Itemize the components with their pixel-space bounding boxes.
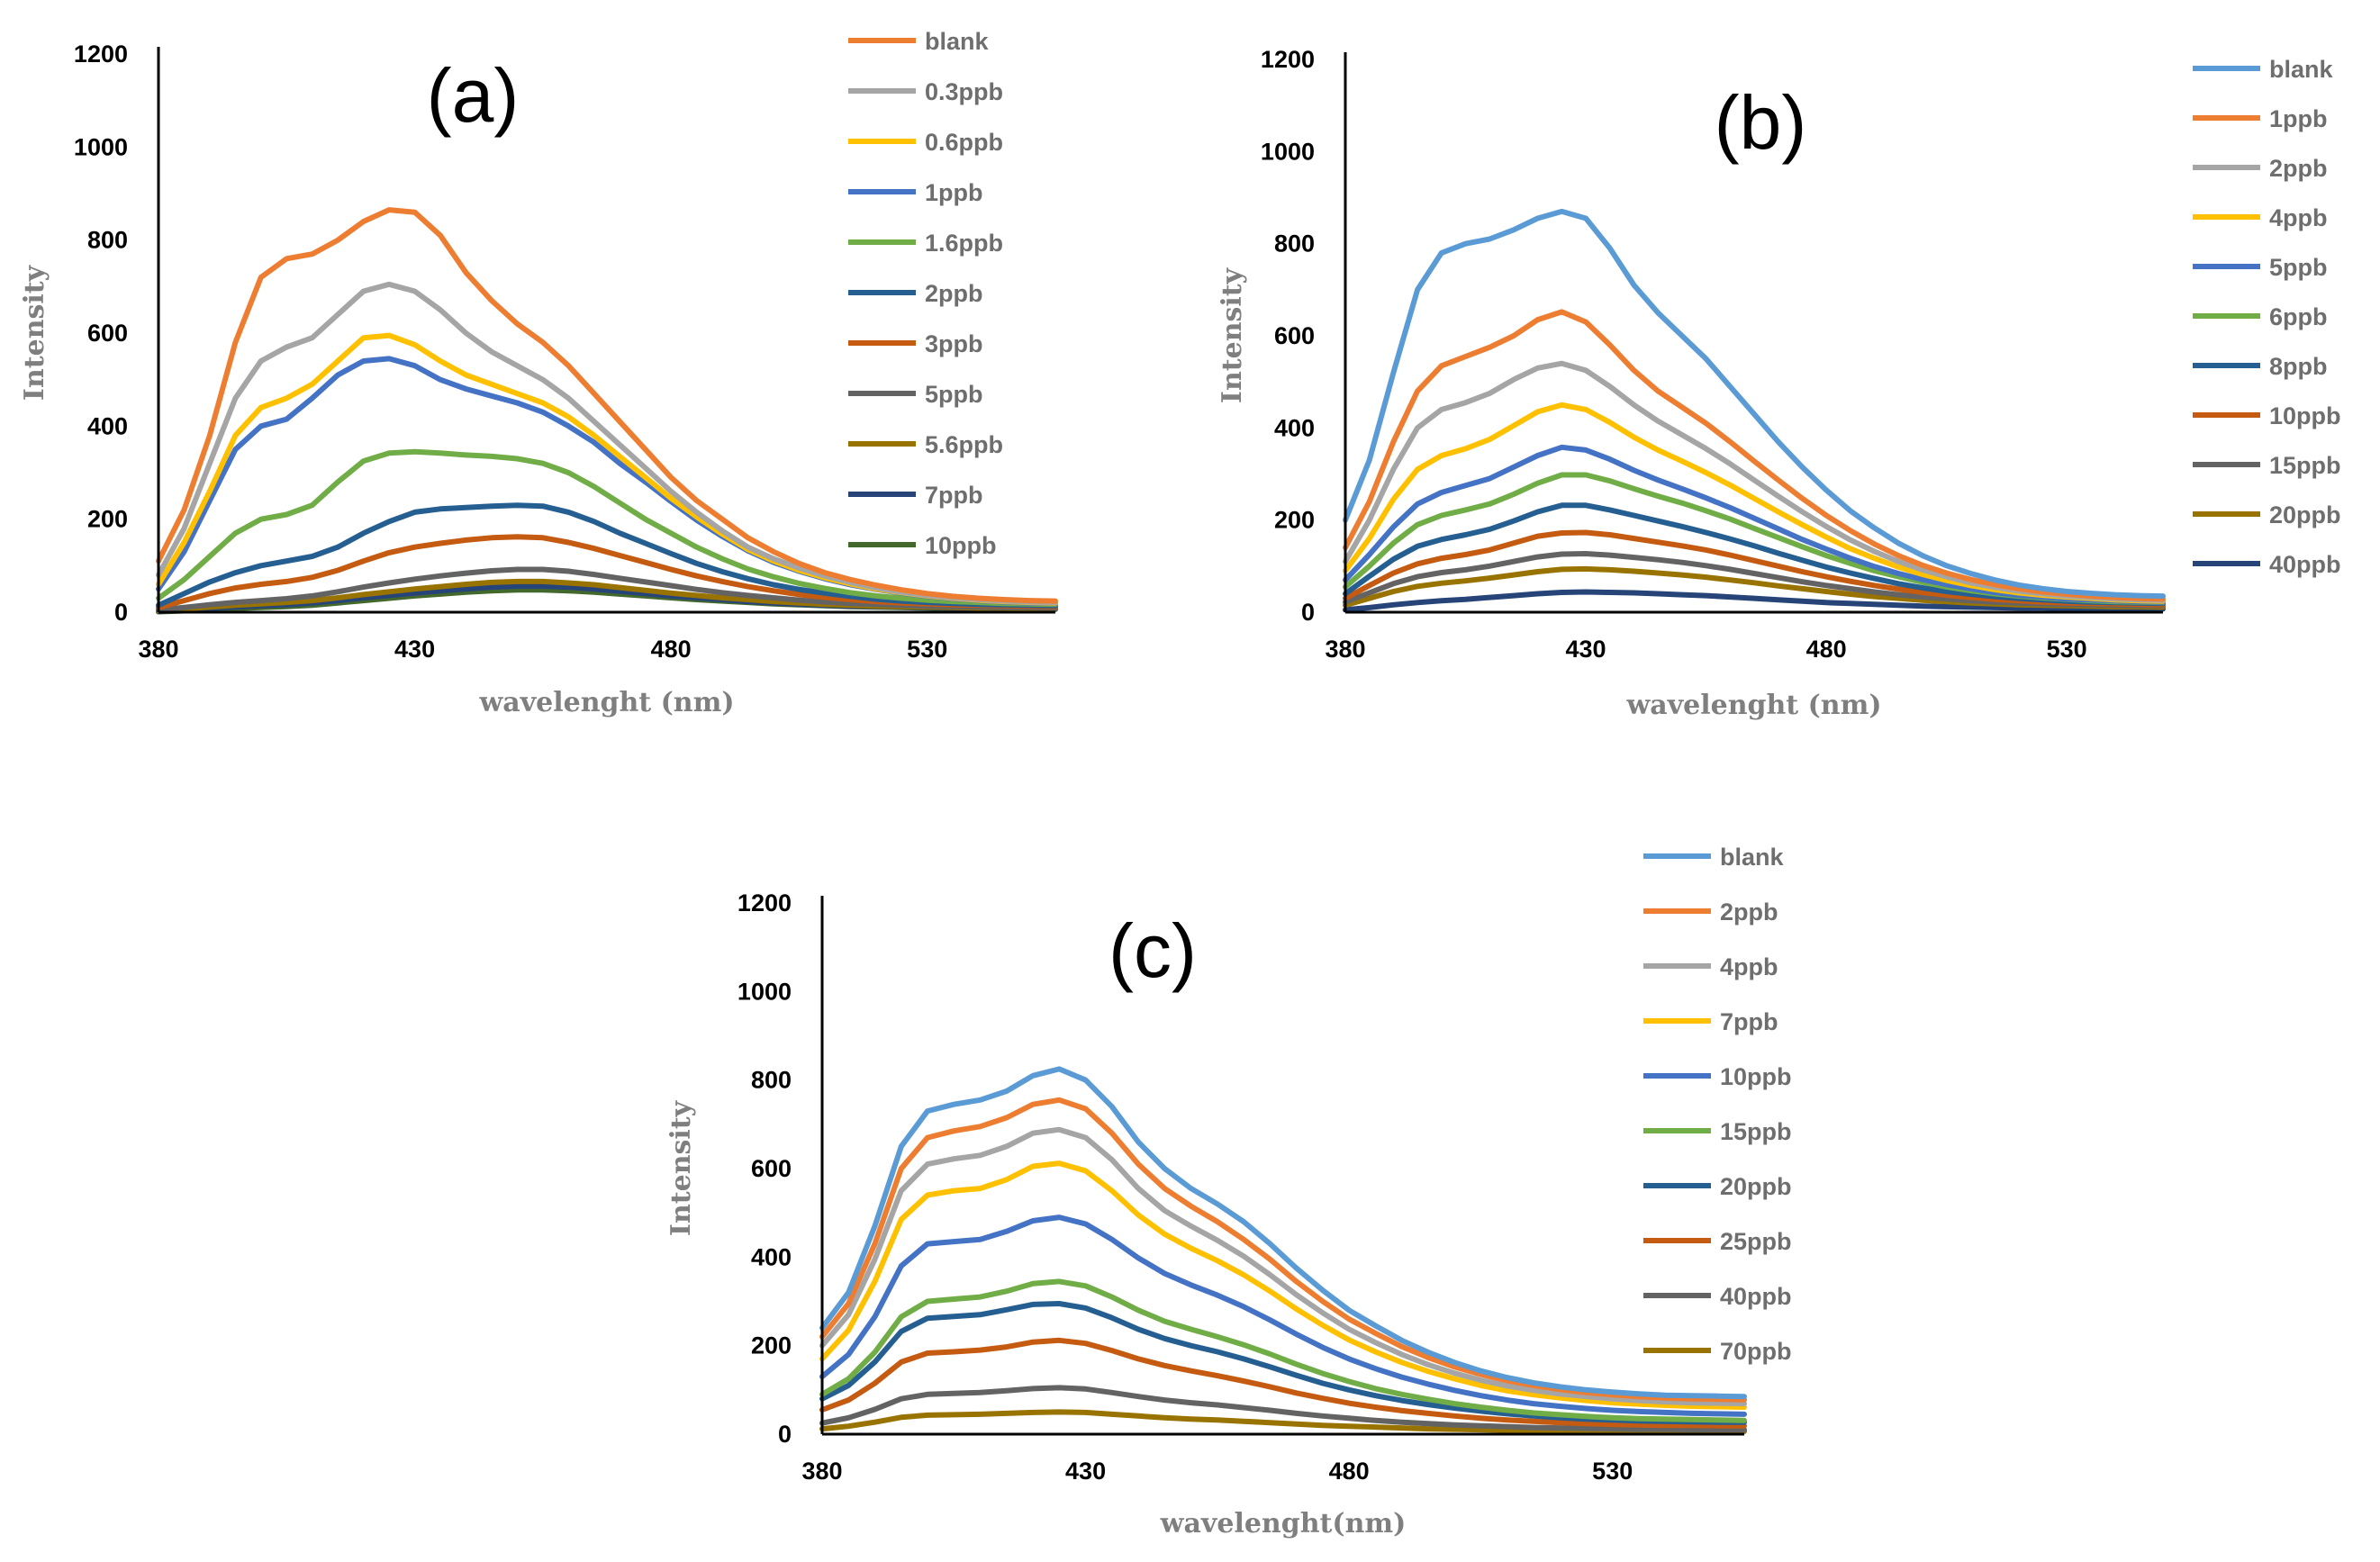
- y-tick-label: 600: [751, 1155, 792, 1182]
- legend-label: 7ppb: [925, 482, 983, 509]
- x-tick-label: 380: [138, 636, 178, 663]
- legend-label: 2ppb: [1720, 898, 1778, 925]
- y-tick-label: 800: [751, 1067, 792, 1094]
- x-tick-label: 530: [907, 636, 947, 663]
- series-line-2ppb: [819, 1097, 1747, 1403]
- series-line-2ppb: [1343, 360, 2166, 603]
- legend-label: 0.3ppb: [925, 78, 1003, 105]
- legend-label: 7ppb: [1720, 1008, 1778, 1035]
- y-tick-label: 200: [87, 506, 128, 533]
- chart-panel-2: 0 200 400 600 800 1000 1200 380 430 480 530 Intensi…: [1217, 46, 2341, 721]
- legend-label: 4ppb: [1720, 953, 1778, 980]
- y-tick-label: 400: [1274, 414, 1315, 441]
- legend: blank 2ppb 4ppb 7ppb 10ppb 15ppb 20ppb 25ppb 40p…: [1643, 844, 1792, 1365]
- legend-label: 2ppb: [925, 280, 983, 307]
- legend: blank 1ppb 2ppb 4ppb 5ppb 6ppb 8ppb 10ppb 15ppb 2…: [2193, 56, 2341, 578]
- y-tick-label: 800: [1274, 230, 1315, 257]
- legend: blank 0.3ppb 0.6ppb 1ppb 1.6ppb 2ppb 3ppb 5ppb 5…: [848, 28, 1003, 559]
- y-tick-label: 200: [751, 1332, 792, 1359]
- series-line-blank: [819, 1066, 1747, 1400]
- series-line-blank: [1343, 208, 2166, 600]
- legend-label: 15ppb: [2269, 452, 2341, 479]
- chart-title: (c): [1109, 908, 1197, 993]
- x-tick-label: 530: [1592, 1458, 1633, 1485]
- legend-label: 6ppb: [2269, 303, 2328, 330]
- series-line-1.6ppb: [156, 448, 1058, 608]
- y-axis-title: Intensity: [1217, 266, 1248, 403]
- series-line-0.6ppb: [156, 332, 1058, 606]
- legend-label: 1.6ppb: [925, 230, 1003, 257]
- y-tick-label: 400: [87, 412, 128, 439]
- chart-title: (a): [427, 53, 520, 138]
- chart-panel-1: 0 200 400 600 800 1000 1200 380 430 480 530 Intensi…: [19, 28, 1058, 718]
- series-line-blank: [156, 207, 1058, 604]
- series-line-1ppb: [1343, 309, 2166, 602]
- x-tick-label: 480: [1806, 636, 1847, 663]
- series-line-10ppb: [819, 1214, 1747, 1417]
- legend-label: 10ppb: [2269, 402, 2341, 429]
- y-tick-label: 0: [1301, 599, 1315, 626]
- legend-label: 1ppb: [2269, 105, 2328, 132]
- x-axis-title: wavelenght(nm): [1160, 1508, 1407, 1539]
- y-tick-label: 1200: [1261, 46, 1315, 73]
- series-line-4ppb: [819, 1126, 1747, 1407]
- legend-label: 70ppb: [1720, 1338, 1792, 1365]
- y-tick-label: 1200: [74, 41, 128, 68]
- series-line-15ppb: [819, 1278, 1747, 1423]
- y-axis-title: Intensity: [665, 1099, 697, 1236]
- chart-panel-3: 0 200 400 600 800 1000 1200 380 430 480 530 Intensi…: [665, 844, 1792, 1539]
- legend-label: blank: [925, 28, 990, 55]
- y-tick-label: 1000: [738, 978, 792, 1005]
- legend-label: blank: [1720, 844, 1785, 871]
- y-tick-label: 600: [87, 320, 128, 347]
- series-lines: [1343, 208, 2166, 613]
- series-line-40ppb: [1343, 589, 2166, 613]
- series-lines: [156, 207, 1058, 615]
- x-tick-label: 380: [1325, 636, 1365, 663]
- legend-label: 0.6ppb: [925, 129, 1003, 156]
- series-line-40ppb: [819, 1385, 1747, 1433]
- y-tick-label: 1000: [1261, 138, 1315, 165]
- x-tick-label: 430: [1065, 1458, 1106, 1485]
- legend-label: 3ppb: [925, 330, 983, 357]
- x-axis-title: wavelenght (nm): [1625, 690, 1881, 721]
- y-tick-label: 800: [87, 227, 128, 254]
- chart-title: (b): [1715, 80, 1807, 165]
- legend-label: 10ppb: [1720, 1063, 1792, 1090]
- legend-label: 5.6ppb: [925, 431, 1003, 458]
- y-tick-label: 600: [1274, 322, 1315, 349]
- legend-label: 25ppb: [1720, 1228, 1792, 1255]
- legend-label: 40ppb: [1720, 1283, 1792, 1310]
- x-tick-label: 480: [1329, 1458, 1370, 1485]
- y-tick-label: 1000: [74, 133, 128, 160]
- legend-label: 2ppb: [2269, 155, 2328, 182]
- y-tick-label: 0: [114, 599, 128, 626]
- legend-label: 5ppb: [2269, 254, 2328, 281]
- legend-label: 4ppb: [2269, 204, 2328, 231]
- legend-label: 15ppb: [1720, 1118, 1792, 1145]
- x-tick-label: 430: [394, 636, 435, 663]
- legend-label: 40ppb: [2269, 551, 2341, 578]
- x-tick-label: 530: [2047, 636, 2087, 663]
- series-line-7ppb: [819, 1160, 1747, 1410]
- legend-label: 20ppb: [2269, 501, 2341, 528]
- legend-label: 10ppb: [925, 532, 997, 559]
- legend-label: 20ppb: [1720, 1173, 1792, 1200]
- x-tick-label: 380: [801, 1458, 842, 1485]
- legend-label: 1ppb: [925, 179, 983, 206]
- series-lines: [819, 1066, 1747, 1434]
- y-tick-label: 400: [751, 1243, 792, 1270]
- legend-label: blank: [2269, 56, 2334, 83]
- legend-label: 8ppb: [2269, 353, 2328, 380]
- x-tick-label: 480: [651, 636, 692, 663]
- x-tick-label: 430: [1566, 636, 1606, 663]
- y-tick-label: 1200: [738, 889, 792, 916]
- y-tick-label: 0: [778, 1421, 792, 1448]
- y-axis-title: Intensity: [19, 264, 50, 401]
- x-axis-title: wavelenght (nm): [478, 687, 734, 718]
- series-line-25ppb: [819, 1337, 1747, 1429]
- legend-label: 5ppb: [925, 381, 983, 408]
- y-tick-label: 200: [1274, 507, 1315, 534]
